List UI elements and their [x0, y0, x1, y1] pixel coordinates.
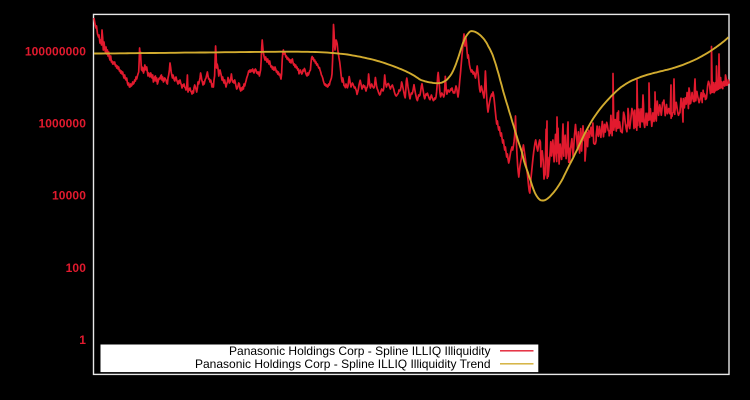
svg-text:Panasonic Holdings Corp - Spli: Panasonic Holdings Corp - Spline ILLIQ I…: [229, 344, 490, 358]
svg-text:1000000: 1000000: [38, 117, 86, 131]
svg-text:Panasonic Holdings Corp - Spli: Panasonic Holdings Corp - Spline ILLIQ I…: [195, 357, 491, 371]
svg-text:1: 1: [79, 333, 86, 347]
svg-text:100: 100: [66, 261, 87, 275]
svg-text:10000: 10000: [52, 189, 86, 203]
svg-text:100000000: 100000000: [25, 44, 86, 58]
